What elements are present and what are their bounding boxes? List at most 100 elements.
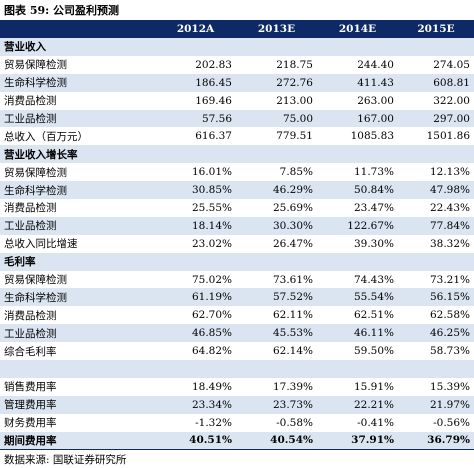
value-cell: 21.97%: [398, 395, 474, 414]
value-cell: 45.53%: [236, 324, 317, 343]
row-label: 贸易保障检测: [4, 59, 67, 72]
value-cell: 263.00: [357, 94, 394, 107]
value-cell: 50.84%: [317, 181, 398, 200]
value-cell: 169.46: [195, 94, 232, 107]
spacer-cell: [398, 360, 474, 378]
row-label: 工业品检测: [0, 324, 155, 343]
value-cell: 62.11%: [272, 309, 313, 322]
value-cell: 62.70%: [191, 309, 232, 322]
value-cell: 56.15%: [398, 288, 474, 307]
value-cell: 186.45: [155, 73, 236, 92]
value-cell: 64.82%: [191, 345, 232, 358]
value-cell: 40.51%: [155, 431, 236, 450]
value-cell: 37.91%: [317, 431, 398, 450]
value-cell: 26.47%: [272, 237, 313, 250]
value-cell: 608.81: [398, 73, 474, 92]
value-cell: 23.02%: [191, 237, 232, 250]
table-row: [0, 360, 474, 378]
value-cell: 7.85%: [279, 166, 313, 179]
value-cell: 46.25%: [398, 324, 474, 343]
header-cell: [0, 20, 155, 38]
table: 2012A 2013E 2014E 2015E 营业收入 贸易保障检测 202.83 218…: [0, 20, 474, 450]
row-label: 贸易保障检测: [4, 274, 67, 287]
value-cell: 62.14%: [272, 345, 313, 358]
value-cell: 46.29%: [236, 181, 317, 200]
value-cell: -0.58%: [276, 416, 313, 429]
value-cell: 616.37: [195, 130, 232, 143]
value-cell: 59.50%: [353, 345, 394, 358]
value-cell: 38.32%: [429, 237, 470, 250]
value-cell: 202.83: [195, 58, 232, 71]
value-cell: 55.54%: [317, 288, 398, 307]
title: 图表 59: 公司盈利预测: [4, 4, 120, 17]
value-cell: 46.85%: [155, 324, 236, 343]
row-label: 综合毛利率: [4, 345, 57, 358]
value-cell: 30.85%: [155, 181, 236, 200]
empty-cell: [398, 145, 474, 164]
table-row: 总收入（百万元） 616.37 779.51 1085.83 1501.86: [0, 127, 474, 145]
value-cell: 18.49%: [191, 380, 232, 393]
table-row: 生命科学检测 61.19% 57.52% 55.54% 56.15%: [0, 288, 474, 307]
empty-cell: [155, 38, 236, 56]
table-row: 贸易保障检测 75.02% 73.61% 74.43% 73.21%: [0, 271, 474, 289]
value-cell: 57.52%: [236, 288, 317, 307]
table-row: 财务费用率 -1.32% -0.58% -0.41% -0.56%: [0, 414, 474, 432]
value-cell: 244.40: [357, 58, 394, 71]
table-row: 工业品检测 18.14% 30.30% 122.67% 77.84%: [0, 216, 474, 235]
row-label: 贸易保障检测: [4, 166, 67, 179]
value-cell: -1.32%: [195, 416, 232, 429]
row-label: 销售费用率: [4, 381, 57, 394]
value-cell: 62.58%: [429, 309, 470, 322]
empty-cell: [398, 38, 474, 56]
value-cell: 62.51%: [353, 309, 394, 322]
value-cell: 25.69%: [272, 201, 313, 214]
value-cell: 22.21%: [317, 395, 398, 414]
row-label: 期间费用率: [0, 431, 155, 450]
value-cell: 23.34%: [155, 395, 236, 414]
spacer-cell: [0, 360, 155, 378]
table-row: 消费品检测 169.46 213.00 263.00 322.00: [0, 92, 474, 110]
value-cell: 58.73%: [429, 345, 470, 358]
value-cell: 16.01%: [191, 166, 232, 179]
row-label: 生命科学检测: [0, 181, 155, 200]
table-row: 营业收入增长率: [0, 145, 474, 164]
section-title: 毛利率: [0, 252, 155, 271]
header-cell: 2013E: [236, 20, 317, 38]
table-row: 销售费用率 18.49% 17.39% 15.91% 15.39%: [0, 378, 474, 396]
value-cell: 39.30%: [353, 237, 394, 250]
spacer-cell: [155, 360, 236, 378]
row-label: 总收入（百万元）: [4, 130, 88, 143]
table-row: 消费品检测 62.70% 62.11% 62.51% 62.58%: [0, 306, 474, 324]
value-cell: -0.56%: [433, 416, 470, 429]
table-row: 毛利率: [0, 252, 474, 271]
row-label: 工业品检测: [0, 216, 155, 235]
value-cell: 47.98%: [398, 181, 474, 200]
value-cell: 40.54%: [236, 431, 317, 450]
value-cell: 12.13%: [429, 166, 470, 179]
section-title: 营业收入: [0, 38, 155, 56]
empty-cell: [317, 252, 398, 271]
value-cell: 213.00: [276, 94, 313, 107]
row-label: 生命科学检测: [0, 288, 155, 307]
empty-cell: [236, 252, 317, 271]
table-row: 期间费用率 40.51% 40.54% 37.91% 36.79%: [0, 431, 474, 450]
section-title: 营业收入增长率: [0, 145, 155, 164]
header-cell: 2015E: [398, 20, 474, 38]
value-cell: 23.73%: [236, 395, 317, 414]
value-cell: 75.00: [236, 109, 317, 128]
value-cell: 74.43%: [353, 273, 394, 286]
value-cell: 75.02%: [191, 273, 232, 286]
value-cell: 18.14%: [155, 216, 236, 235]
value-cell: 1085.83: [350, 130, 394, 143]
row-label: 消费品检测: [4, 309, 57, 322]
value-cell: -0.41%: [357, 416, 394, 429]
value-cell: 272.76: [236, 73, 317, 92]
table-row: 营业收入: [0, 38, 474, 56]
table-row: 生命科学检测 30.85% 46.29% 50.84% 47.98%: [0, 181, 474, 200]
value-cell: 218.75: [276, 58, 313, 71]
value-cell: 779.51: [276, 130, 313, 143]
value-cell: 57.56: [155, 109, 236, 128]
value-cell: 22.43%: [429, 201, 470, 214]
value-cell: 1501.86: [426, 130, 470, 143]
value-cell: 46.11%: [317, 324, 398, 343]
